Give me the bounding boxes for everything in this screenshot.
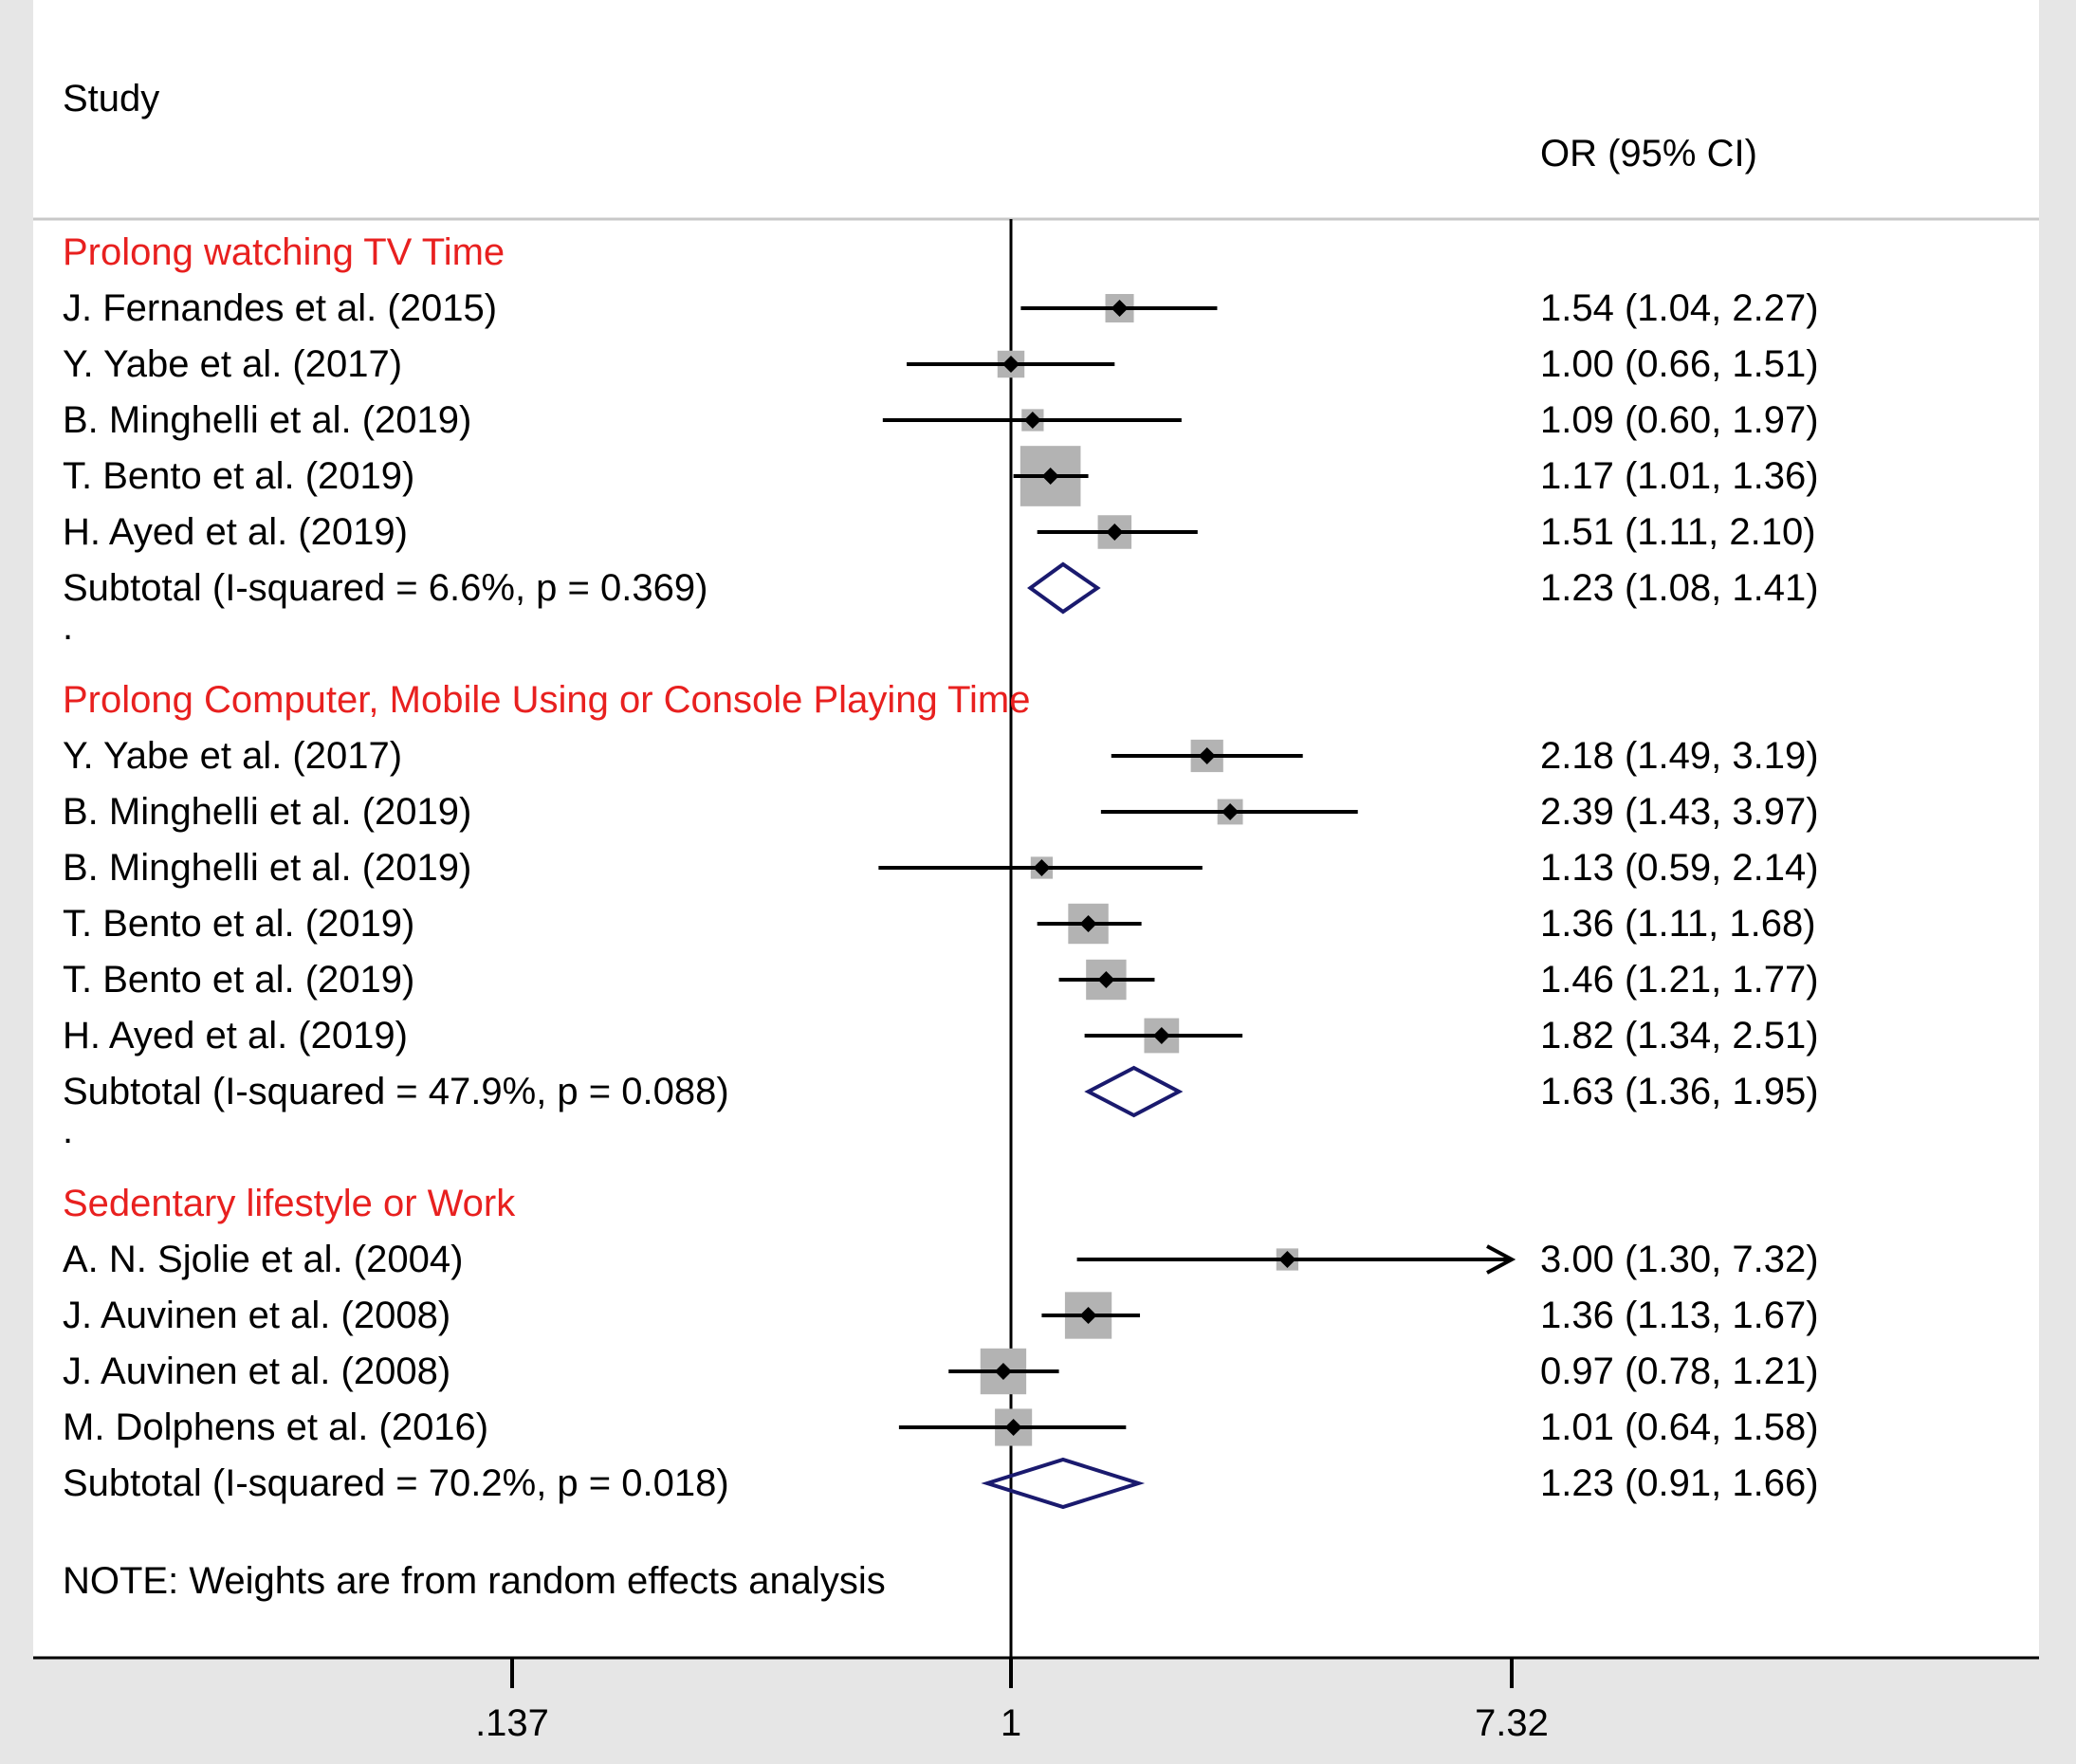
group-title: Prolong Computer, Mobile Using or Consol…: [63, 679, 1031, 721]
study-label: T. Bento et al. (2019): [63, 455, 414, 497]
estimate-text: 3.00 (1.30, 7.32): [1540, 1239, 1819, 1280]
estimate-text: 1.36 (1.11, 1.68): [1540, 903, 1816, 945]
study-label: J. Fernandes et al. (2015): [63, 287, 497, 329]
group-title: Sedentary lifestyle or Work: [63, 1183, 516, 1224]
point-estimate: [1079, 915, 1097, 932]
x-axis: .137 1 7.32: [475, 1658, 1549, 1744]
ci-arrow: [1486, 1244, 1516, 1275]
estimate-text: 1.13 (0.59, 2.14): [1540, 847, 1819, 889]
subtotal-diamond: [981, 1457, 1146, 1510]
group-title: Prolong watching TV Time: [63, 231, 505, 273]
point-estimate: [1106, 524, 1124, 541]
point-estimate: [1002, 356, 1020, 373]
study-column-header: Study: [63, 78, 159, 119]
study-label: A. N. Sjolie et al. (2004): [63, 1239, 463, 1280]
estimate-text: 1.51 (1.11, 2.10): [1540, 511, 1816, 553]
point-estimate: [1111, 300, 1129, 317]
estimate-text: 2.39 (1.43, 3.97): [1540, 791, 1819, 833]
study-label: B. Minghelli et al. (2019): [63, 791, 471, 833]
estimate-text: 1.09 (0.60, 1.97): [1540, 399, 1819, 441]
group-separator: .: [63, 606, 73, 648]
estimate-text: 1.17 (1.01, 1.36): [1540, 455, 1819, 497]
point-estimate: [1152, 1027, 1170, 1044]
subtotal-estimate: 1.23 (0.91, 1.66): [1540, 1462, 1819, 1504]
subtotal-label: Subtotal (I-squared = 70.2%, p = 0.018): [63, 1462, 729, 1504]
point-estimate: [1278, 1251, 1296, 1268]
estimate-text: 1.82 (1.34, 2.51): [1540, 1015, 1819, 1057]
subtotal-diamond: [1027, 561, 1101, 615]
estimate-text: 1.46 (1.21, 1.77): [1540, 959, 1819, 1001]
estimate-text: 1.00 (0.66, 1.51): [1540, 343, 1819, 385]
study-label: B. Minghelli et al. (2019): [63, 399, 471, 441]
point-estimate: [994, 1363, 1012, 1380]
estimate-column-header: OR (95% CI): [1540, 133, 1757, 175]
point-estimate: [1023, 412, 1041, 429]
estimate-text: 0.97 (0.78, 1.21): [1540, 1351, 1819, 1392]
point-estimate: [1079, 1307, 1097, 1324]
study-label: H. Ayed et al. (2019): [63, 511, 408, 553]
x-tick-label: 1: [1001, 1702, 1021, 1744]
estimate-text: 1.36 (1.13, 1.67): [1540, 1295, 1819, 1336]
study-label: B. Minghelli et al. (2019): [63, 847, 471, 889]
subtotal-label: Subtotal (I-squared = 47.9%, p = 0.088): [63, 1071, 729, 1112]
point-estimate: [1222, 803, 1240, 820]
point-estimate: [1004, 1419, 1022, 1436]
point-estimate: [1041, 468, 1059, 485]
group-separator: .: [63, 1110, 73, 1151]
x-tick-label: 7.32: [1475, 1702, 1549, 1744]
x-tick-label: .137: [475, 1702, 549, 1744]
study-label: Y. Yabe et al. (2017): [63, 735, 402, 777]
note-text: NOTE: Weights are from random effects an…: [63, 1560, 886, 1602]
estimate-text: 1.54 (1.04, 2.27): [1540, 287, 1819, 329]
subtotal-estimate: 1.63 (1.36, 1.95): [1540, 1071, 1819, 1112]
study-label: T. Bento et al. (2019): [63, 903, 414, 945]
subtotal-estimate: 1.23 (1.08, 1.41): [1540, 567, 1819, 609]
forest-marks: Prolong watching TV Time J. Fernandes et …: [63, 231, 1819, 1510]
estimate-text: 2.18 (1.49, 3.19): [1540, 735, 1819, 777]
plot-region: [33, 0, 2039, 1658]
estimate-text: 1.01 (0.64, 1.58): [1540, 1406, 1819, 1448]
subtotal-diamond: [1084, 1065, 1184, 1118]
point-estimate: [1097, 971, 1115, 988]
study-label: Y. Yabe et al. (2017): [63, 343, 402, 385]
study-label: T. Bento et al. (2019): [63, 959, 414, 1001]
point-estimate: [1198, 747, 1216, 764]
study-label: J. Auvinen et al. (2008): [63, 1351, 450, 1392]
study-label: J. Auvinen et al. (2008): [63, 1295, 450, 1336]
study-label: H. Ayed et al. (2019): [63, 1015, 408, 1057]
subtotal-label: Subtotal (I-squared = 6.6%, p = 0.369): [63, 567, 707, 609]
study-label: M. Dolphens et al. (2016): [63, 1406, 488, 1448]
point-estimate: [1033, 859, 1051, 876]
